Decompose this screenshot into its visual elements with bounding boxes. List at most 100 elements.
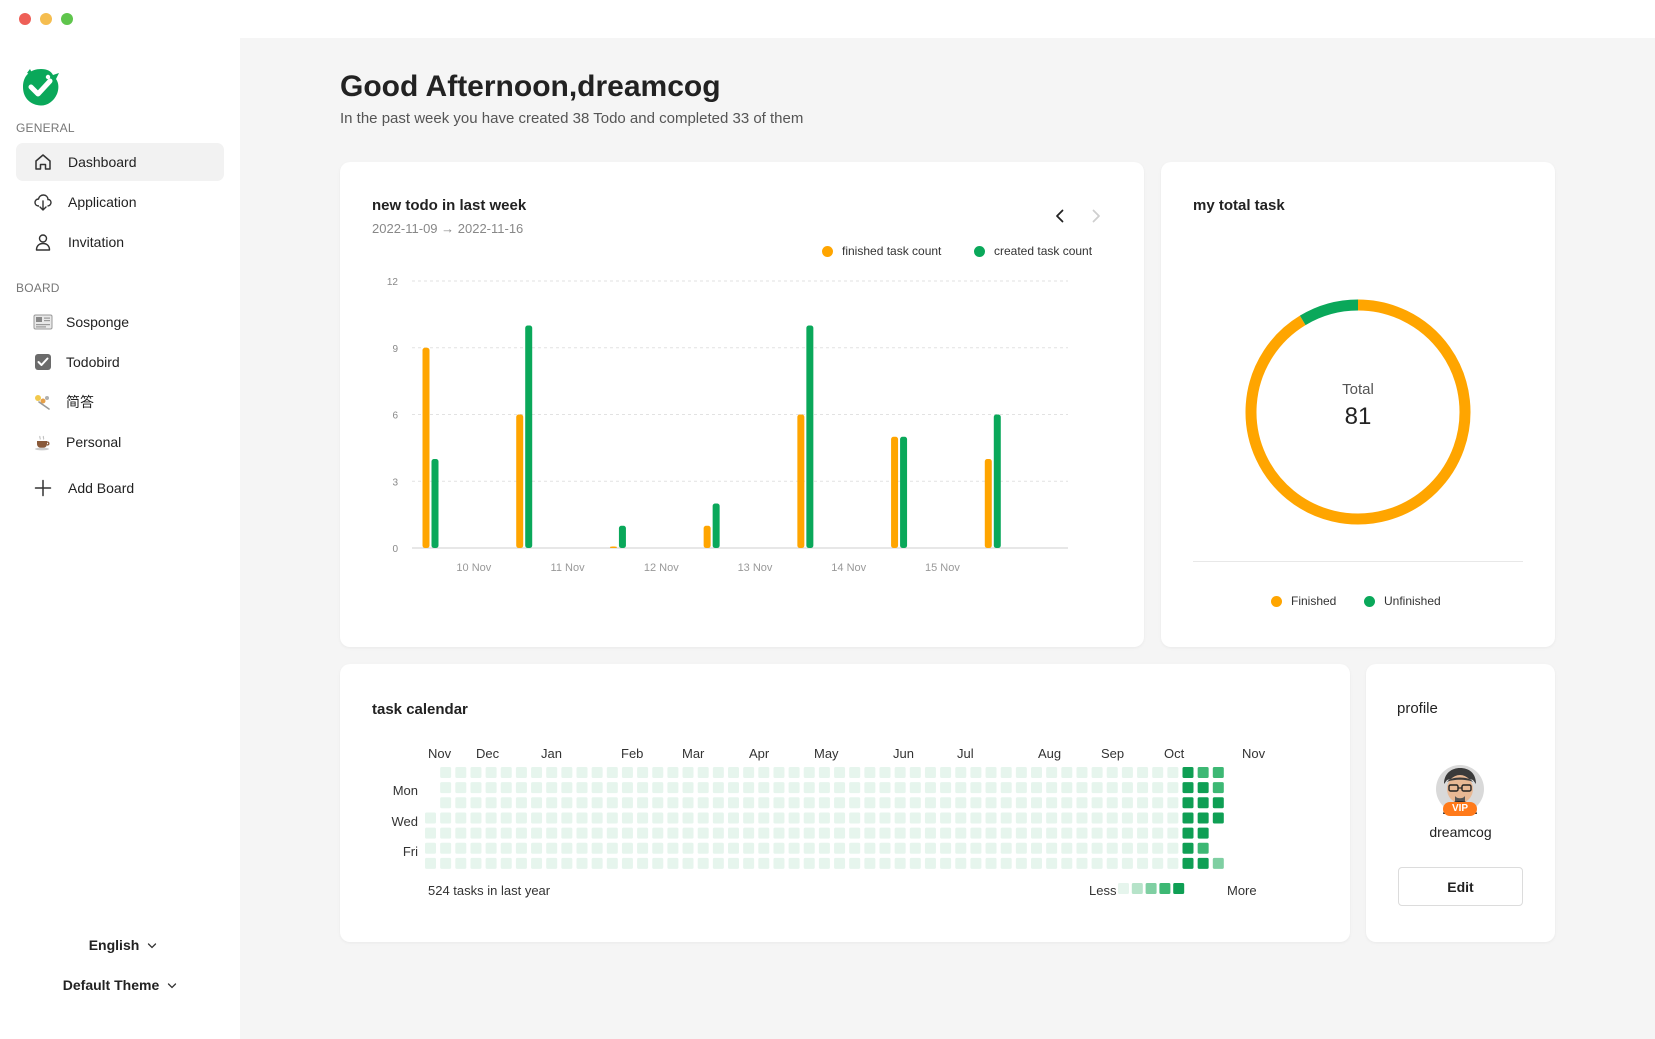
calendar-cell[interactable] [1031,767,1042,778]
calendar-cell[interactable] [743,827,755,839]
calendar-cell[interactable] [834,812,846,824]
calendar-cell[interactable] [1212,782,1224,794]
calendar-cell[interactable] [1015,827,1027,839]
calendar-cell[interactable] [773,842,785,854]
calendar-cell[interactable] [879,782,891,794]
calendar-cell[interactable] [1076,797,1088,809]
calendar-cell[interactable] [1197,767,1209,778]
calendar-cell[interactable] [531,782,543,794]
calendar-cell[interactable] [697,812,709,824]
calendar-cell[interactable] [515,857,527,869]
calendar-cell[interactable] [1015,842,1027,854]
calendar-cell[interactable] [440,797,452,809]
calendar-cell[interactable] [515,827,527,839]
calendar-cell[interactable] [515,782,527,794]
calendar-cell[interactable] [1076,767,1088,778]
calendar-cell[interactable] [652,857,664,869]
calendar-cell[interactable] [652,812,664,824]
calendar-cell[interactable] [500,827,512,839]
calendar-cell[interactable] [485,797,497,809]
calendar-cell[interactable] [531,842,543,854]
calendar-cell[interactable] [955,827,967,839]
calendar-cell[interactable] [1121,827,1133,839]
calendar-cell[interactable] [773,782,785,794]
calendar-cell[interactable] [985,857,997,869]
calendar-cell[interactable] [470,812,482,824]
calendar-cell[interactable] [1152,782,1164,794]
calendar-cell[interactable] [788,857,800,869]
calendar-cell[interactable] [515,812,527,824]
calendar-cell[interactable] [970,812,982,824]
calendar-cell[interactable] [1000,797,1012,809]
calendar-cell[interactable] [485,767,497,778]
calendar-cell[interactable] [606,812,618,824]
calendar-cell[interactable] [758,842,770,854]
calendar-cell[interactable] [682,797,694,809]
calendar-cell[interactable] [455,842,467,854]
calendar-cell[interactable] [470,857,482,869]
calendar-cell[interactable] [849,812,861,824]
calendar-cell[interactable] [940,782,952,794]
calendar-cell[interactable] [455,827,467,839]
calendar-cell[interactable] [1046,767,1058,778]
calendar-cell[interactable] [621,782,633,794]
calendar-cell[interactable] [803,827,815,839]
calendar-cell[interactable] [970,767,982,778]
calendar-cell[interactable] [970,857,982,869]
calendar-cell[interactable] [712,842,724,854]
calendar-cell[interactable] [743,857,755,869]
calendar-cell[interactable] [1121,812,1133,824]
calendar-cell[interactable] [425,857,436,869]
calendar-cell[interactable] [1046,827,1058,839]
calendar-cell[interactable] [440,857,452,869]
calendar-cell[interactable] [924,767,936,778]
sidebar-item-todobird[interactable]: Todobird [16,343,224,381]
calendar-cell[interactable] [561,842,573,854]
next-week-button[interactable] [1084,204,1108,228]
calendar-cell[interactable] [1076,782,1088,794]
calendar-cell[interactable] [728,767,739,778]
calendar-cell[interactable] [682,782,694,794]
calendar-cell[interactable] [667,797,679,809]
calendar-cell[interactable] [1212,857,1224,869]
calendar-cell[interactable] [425,812,436,824]
calendar-cell[interactable] [712,857,724,869]
calendar-cell[interactable] [667,782,679,794]
calendar-cell[interactable] [682,812,694,824]
calendar-cell[interactable] [1076,827,1088,839]
calendar-cell[interactable] [1121,797,1133,809]
calendar-cell[interactable] [940,767,952,778]
calendar-cell[interactable] [924,857,936,869]
calendar-cell[interactable] [909,782,921,794]
calendar-cell[interactable] [576,812,588,824]
calendar-cell[interactable] [546,857,558,869]
calendar-cell[interactable] [955,767,967,778]
calendar-cell[interactable] [652,767,664,778]
calendar-cell[interactable] [788,767,800,778]
calendar-cell[interactable] [425,827,436,839]
calendar-cell[interactable] [788,797,800,809]
calendar-cell[interactable] [1137,812,1149,824]
calendar-cell[interactable] [818,827,830,839]
calendar-cell[interactable] [743,812,755,824]
calendar-cell[interactable] [697,782,709,794]
calendar-cell[interactable] [940,812,952,824]
calendar-cell[interactable] [1152,827,1164,839]
calendar-cell[interactable] [1015,767,1027,778]
calendar-cell[interactable] [849,782,861,794]
calendar-cell[interactable] [500,812,512,824]
calendar-cell[interactable] [894,797,906,809]
calendar-cell[interactable] [455,812,467,824]
calendar-cell[interactable] [455,767,467,778]
sidebar-item-invitation[interactable]: Invitation [16,223,224,261]
calendar-cell[interactable] [803,782,815,794]
calendar-cell[interactable] [1076,857,1088,869]
calendar-cell[interactable] [546,797,558,809]
calendar-cell[interactable] [834,827,846,839]
sidebar-item-personal[interactable]: Personal [16,423,224,461]
calendar-cell[interactable] [576,797,588,809]
calendar-cell[interactable] [637,812,649,824]
calendar-cell[interactable] [940,797,952,809]
calendar-cell[interactable] [1000,812,1012,824]
calendar-cell[interactable] [546,782,558,794]
